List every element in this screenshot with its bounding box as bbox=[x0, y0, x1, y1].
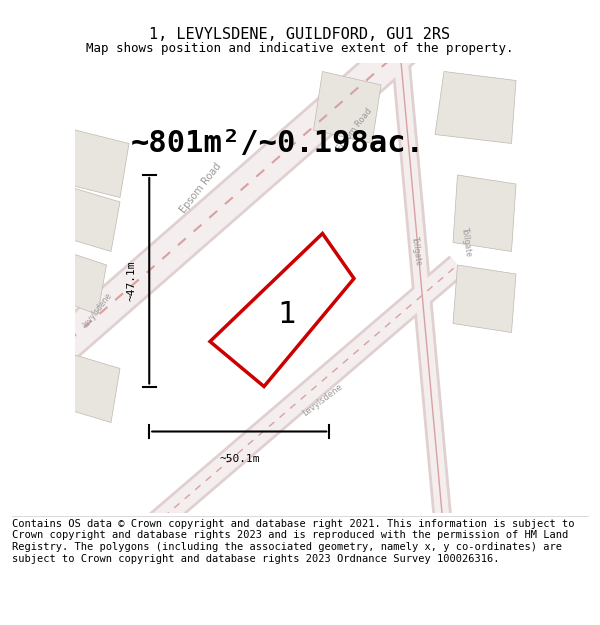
Polygon shape bbox=[435, 71, 516, 144]
Text: Epsom Road: Epsom Road bbox=[178, 162, 224, 216]
Text: Contains OS data © Crown copyright and database right 2021. This information is : Contains OS data © Crown copyright and d… bbox=[12, 519, 575, 564]
Text: Epsom Road: Epsom Road bbox=[334, 107, 374, 153]
Text: 1: 1 bbox=[277, 300, 296, 329]
Text: ~47.1m: ~47.1m bbox=[126, 261, 136, 301]
Polygon shape bbox=[62, 251, 107, 314]
Text: Tollgate: Tollgate bbox=[410, 236, 424, 267]
Polygon shape bbox=[453, 175, 516, 251]
Text: ~801m²/~0.198ac.: ~801m²/~0.198ac. bbox=[131, 129, 425, 158]
Polygon shape bbox=[66, 130, 129, 198]
Text: levylsdene: levylsdene bbox=[81, 291, 114, 329]
Polygon shape bbox=[453, 265, 516, 332]
Text: Map shows position and indicative extent of the property.: Map shows position and indicative extent… bbox=[86, 42, 514, 55]
Text: 1, LEVYLSDENE, GUILDFORD, GU1 2RS: 1, LEVYLSDENE, GUILDFORD, GU1 2RS bbox=[149, 27, 451, 42]
Polygon shape bbox=[66, 189, 120, 251]
Polygon shape bbox=[314, 71, 381, 144]
Text: ~50.1m: ~50.1m bbox=[219, 454, 260, 464]
Polygon shape bbox=[66, 355, 120, 422]
Text: Levylsdene: Levylsdene bbox=[301, 382, 344, 418]
Text: Tollgate: Tollgate bbox=[460, 227, 473, 258]
